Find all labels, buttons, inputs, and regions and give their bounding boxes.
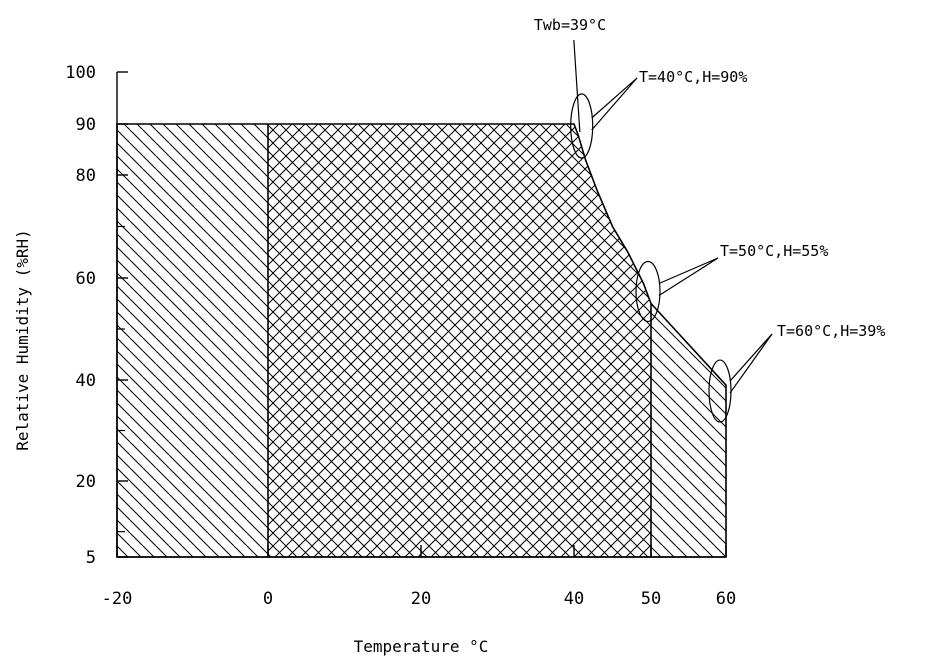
x-axis-title: Temperature °C [354,637,489,656]
x-tick-label: 40 [564,589,584,609]
annotation-leader [573,39,581,133]
callout-pointer [658,257,719,297]
x-tick-label: -20 [102,589,133,609]
x-tick-label: 0 [263,589,273,609]
region-right-hatch [651,124,726,557]
callout-ellipse [635,260,661,323]
operating-boundary [116,123,727,558]
y-tick-label: 5 [86,548,96,568]
region-dividers [267,124,652,557]
annotation-callout: T=50°C,H=55% [635,242,828,323]
x-tick-labels: -20 0 20 40 50 60 [102,589,737,609]
x-tick-label: 60 [716,589,736,609]
y-tick-label: 90 [76,115,96,135]
x-tick-label: 20 [411,589,431,609]
region-left-hatch [117,124,268,557]
annotation-label: T=60°C,H=39% [777,322,885,340]
annotation-callout: T=60°C,H=39% [708,322,885,423]
callout-ellipse [570,93,594,159]
annotation-label: T=50°C,H=55% [720,242,828,260]
callout-pointer [591,77,638,131]
annotations: Twb=39°C T=40°C,H=90% T=50°C,H=55% T=60°C,H… [534,16,885,423]
callout-pointer [729,333,773,394]
plot-area [116,123,727,558]
annotation-label: T=40°C,H=90% [639,68,747,86]
y-tick-label: 60 [76,269,96,289]
x-tick-label: 50 [641,589,661,609]
y-tick-label: 100 [65,63,96,83]
axes [116,71,727,558]
y-axis-title: Relative Humidity (%RH) [13,229,32,451]
y-tick-label: 40 [76,371,96,391]
annotation-label: Twb=39°C [534,16,606,34]
y-tick-labels: 5 20 40 60 80 90 100 [65,63,96,568]
y-tick-label: 80 [76,166,96,186]
y-tick-label: 20 [76,472,96,492]
annotation-callout: T=40°C,H=90% [570,68,747,159]
region-middle-crosshatch [268,124,651,557]
